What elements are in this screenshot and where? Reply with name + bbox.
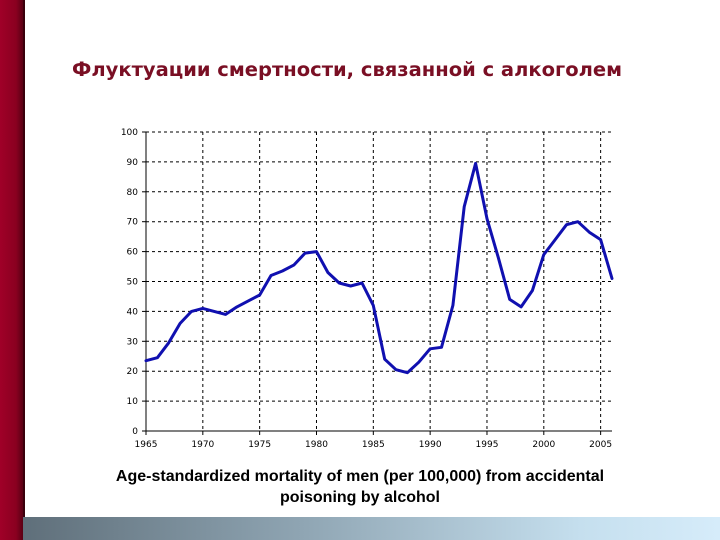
mortality-series-line	[144, 161, 614, 375]
x-tick-label: 1965	[135, 440, 158, 450]
x-tick-label: 1995	[476, 440, 499, 450]
y-tick-label: 0	[132, 427, 138, 437]
y-tick-label: 10	[127, 397, 139, 407]
y-tick-label: 90	[127, 158, 139, 168]
y-tick-label: 20	[127, 367, 139, 377]
y-tick-label: 40	[127, 307, 139, 317]
x-tick-label: 2005	[589, 440, 612, 450]
y-tick-label: 60	[127, 248, 139, 258]
x-tick-label: 1990	[419, 440, 442, 450]
x-tick-label: 2000	[532, 440, 555, 450]
x-axis-tick-labels: 1965 1970 1975 1980 1985 1990 1995 2000 2005	[135, 440, 613, 450]
bottom-gradient-bar	[23, 517, 720, 540]
caption-line-2: poisoning by alcohol	[280, 489, 440, 506]
x-tick-label: 1975	[248, 440, 271, 450]
x-tick-label: 1980	[305, 440, 328, 450]
y-axis-tick-labels: 0 10 20 30 40 50 60 70 80 90 100	[121, 128, 138, 437]
left-accent-bar	[0, 0, 25, 540]
chart-grid	[146, 131, 612, 431]
x-tick-label: 1985	[362, 440, 385, 450]
y-tick-label: 30	[127, 337, 139, 347]
chart-axes	[142, 131, 612, 435]
y-tick-label: 50	[127, 278, 139, 288]
slide-title: Флуктуации смертности, связанной с алког…	[72, 58, 623, 81]
x-tick-label: 1970	[191, 440, 214, 450]
y-tick-label: 70	[127, 218, 139, 228]
y-tick-label: 80	[127, 188, 139, 198]
y-tick-label: 100	[121, 128, 138, 138]
chart-caption: Age-standardized mortality of men (per 1…	[60, 466, 660, 508]
caption-line-1: Age-standardized mortality of men (per 1…	[115, 468, 605, 485]
